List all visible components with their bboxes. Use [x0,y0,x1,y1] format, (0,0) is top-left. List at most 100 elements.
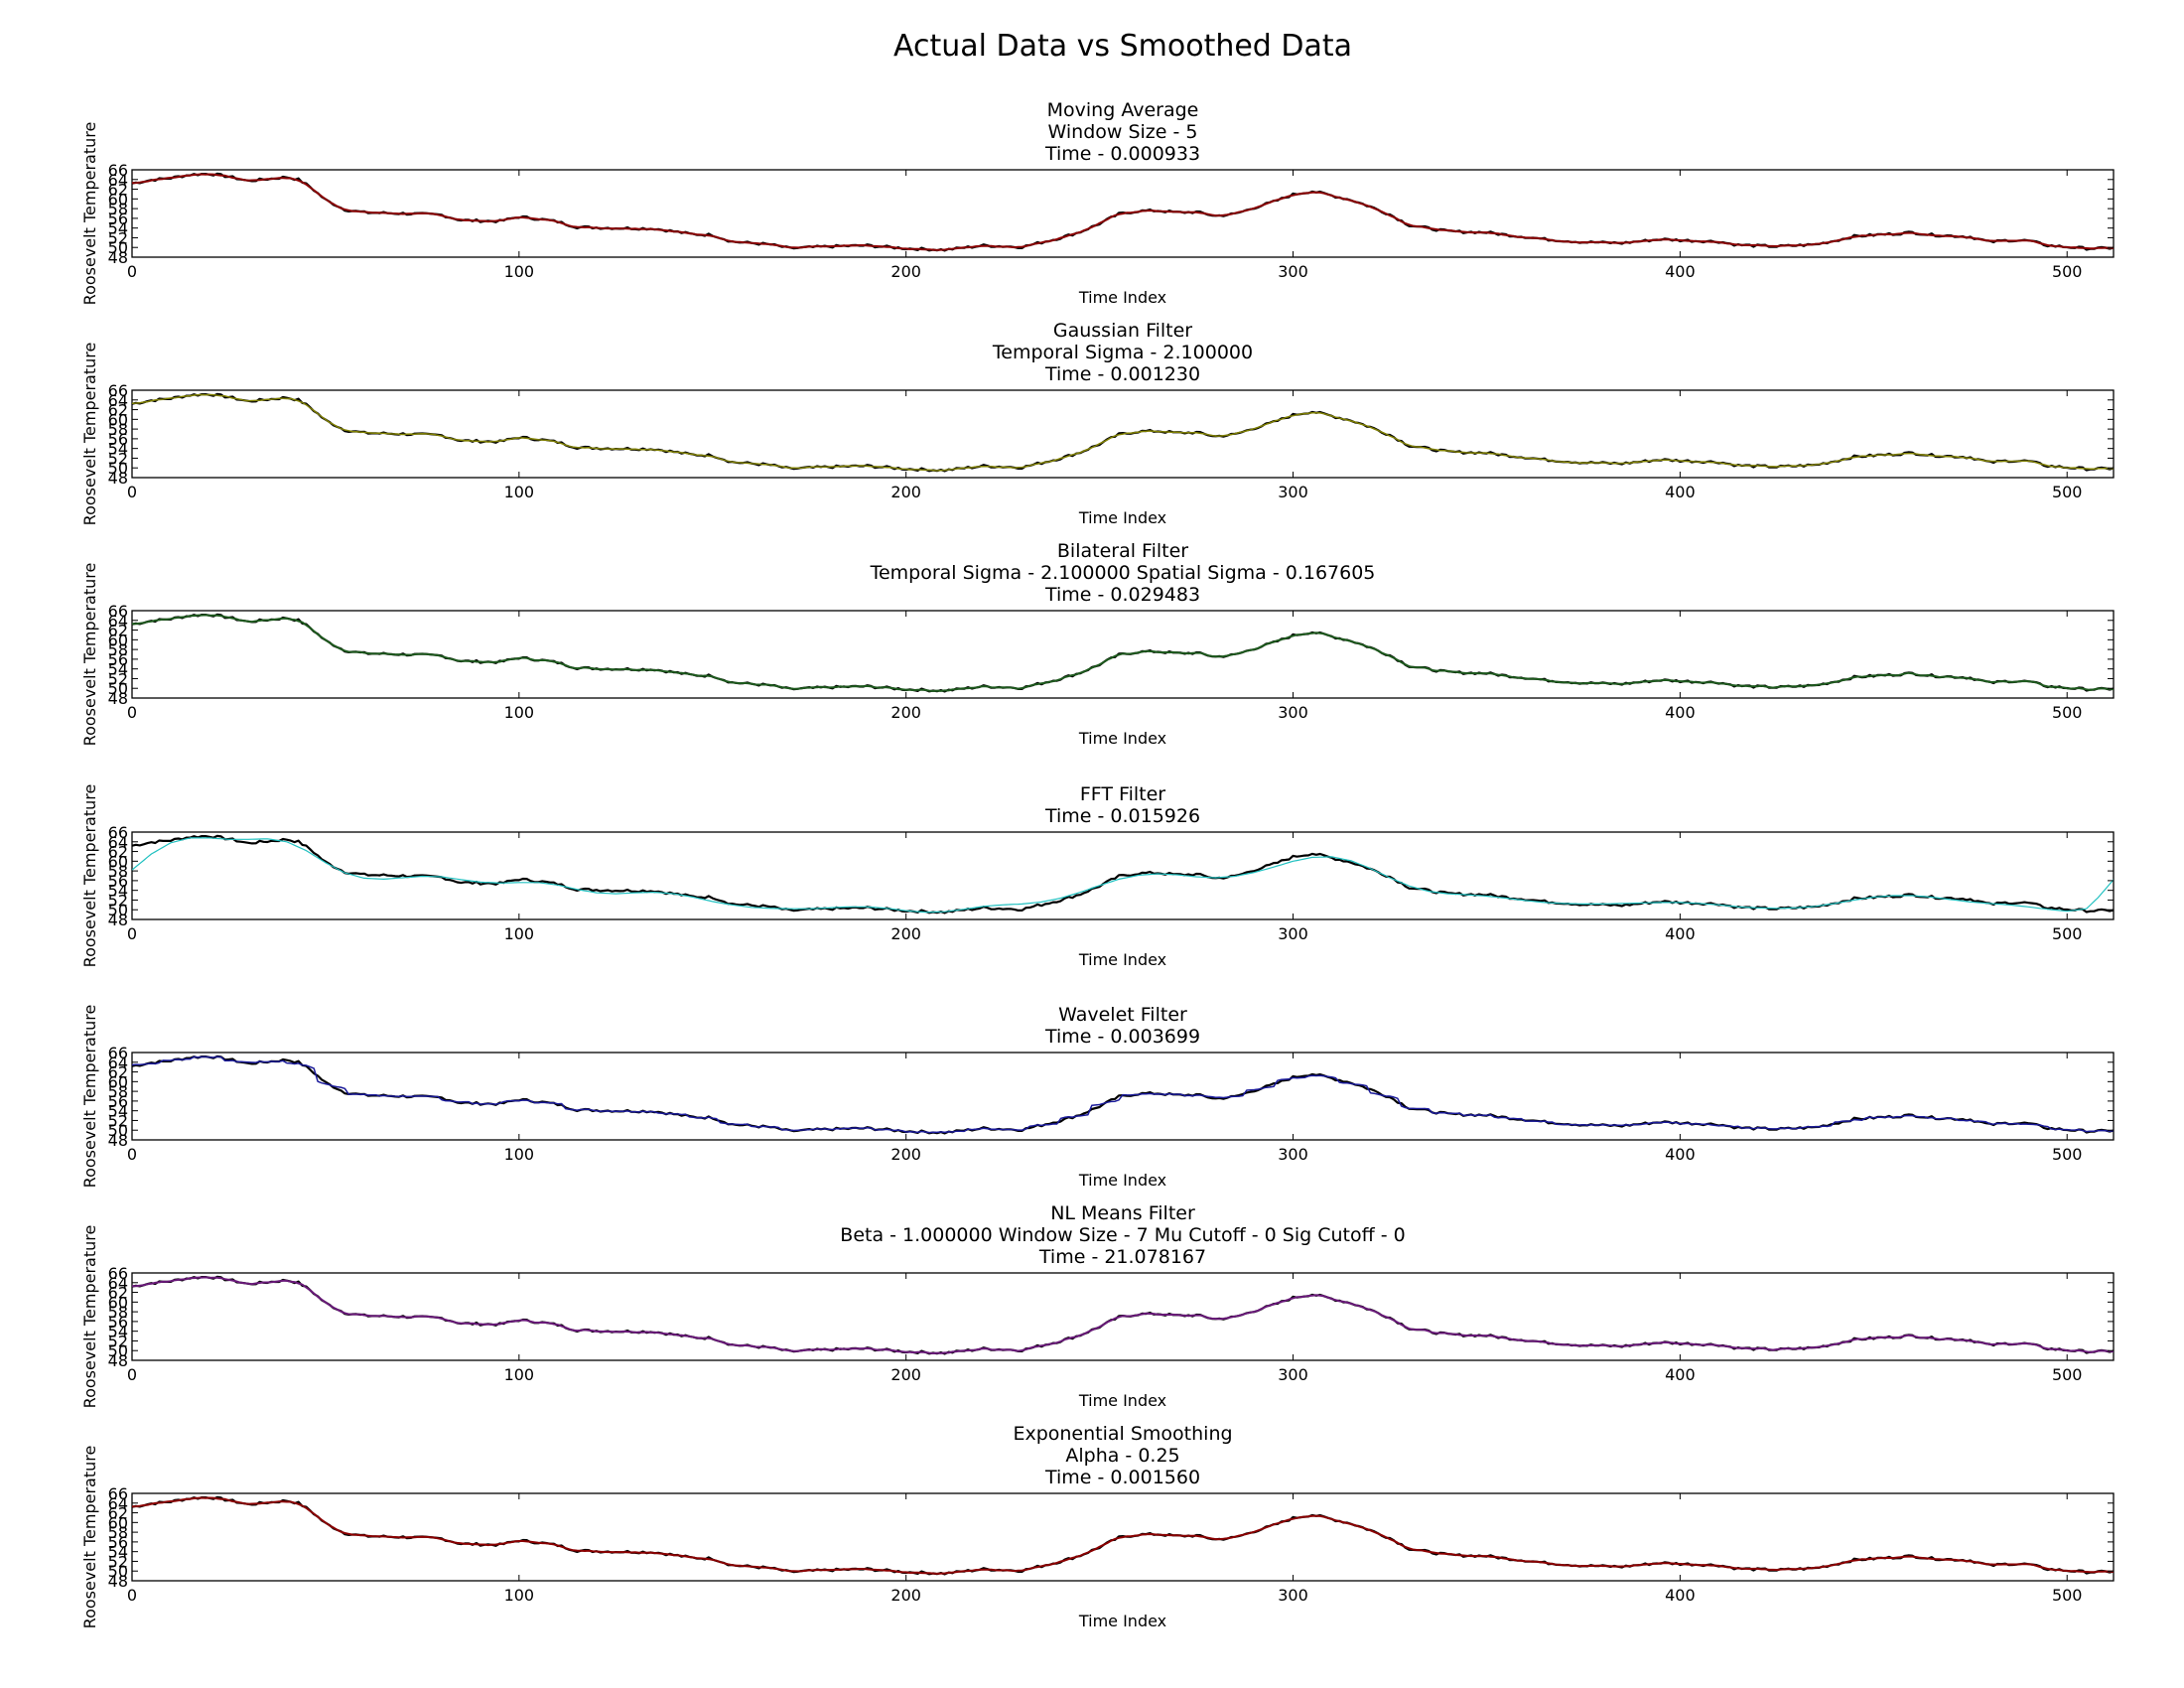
x-tick-label: 200 [890,483,921,501]
y-tick-label: 66 [108,602,128,621]
y-axis-label: Roosevelt Temperature [80,563,99,747]
x-tick-label: 500 [2052,483,2083,501]
subplot-title-line: Time - 0.015926 [1044,805,1200,827]
x-tick-label: 400 [1665,1145,1696,1164]
y-tick-label: 52 [108,1111,128,1130]
y-tick-label: 64 [108,612,128,631]
y-tick-label: 54 [108,1102,128,1121]
x-tick-label: 100 [504,483,535,501]
y-tick-label: 60 [108,1513,128,1532]
y-tick-label: 56 [108,872,128,891]
y-tick-label: 48 [108,1351,128,1370]
x-tick-label: 200 [890,924,921,943]
subplot-title-line: Temporal Sigma - 2.100000 Spatial Sigma … [870,562,1376,584]
y-tick-label: 60 [108,190,128,209]
y-tick-label: 56 [108,1533,128,1552]
x-tick-label: 100 [504,262,535,281]
x-tick-label: 300 [1278,262,1308,281]
y-tick-label: 60 [108,410,128,429]
y-tick-label: 66 [108,1264,128,1283]
x-tick-label: 300 [1278,703,1308,722]
x-tick-label: 500 [2052,1365,2083,1384]
y-tick-label: 52 [108,669,128,688]
y-tick-label: 60 [108,1293,128,1312]
y-tick-label: 66 [108,161,128,180]
y-tick-label: 50 [108,459,128,478]
smoothed-data-line [132,1055,2114,1134]
y-tick-label: 56 [108,1092,128,1111]
x-tick-label: 400 [1665,262,1696,281]
y-tick-label: 50 [108,1341,128,1360]
y-tick-label: 60 [108,1072,128,1091]
y-tick-label: 52 [108,1552,128,1571]
subplot-title-line: Time - 21.078167 [1038,1246,1206,1268]
x-tick-label: 500 [2052,703,2083,722]
y-tick-label: 66 [108,1484,128,1503]
y-tick-label: 54 [108,1323,128,1341]
y-tick-label: 64 [108,391,128,410]
x-tick-label: 400 [1665,483,1696,501]
y-tick-label: 64 [108,1494,128,1513]
x-tick-label: 400 [1665,1586,1696,1605]
y-tick-label: 60 [108,852,128,871]
y-tick-label: 62 [108,1063,128,1082]
x-axis-label: Time Index [1078,950,1166,969]
y-tick-label: 62 [108,181,128,200]
y-tick-label: 48 [108,1131,128,1150]
y-tick-label: 66 [108,1044,128,1062]
y-tick-label: 60 [108,631,128,649]
y-tick-label: 54 [108,660,128,679]
x-tick-label: 200 [890,262,921,281]
x-axis-label: Time Index [1078,1171,1166,1190]
y-tick-label: 56 [108,210,128,228]
y-axis-label: Roosevelt Temperature [80,1005,99,1189]
y-tick-label: 52 [108,449,128,468]
y-tick-label: 50 [108,238,128,257]
y-tick-label: 50 [108,1121,128,1140]
x-tick-label: 400 [1665,924,1696,943]
y-tick-label: 54 [108,882,128,901]
y-tick-label: 48 [108,911,128,929]
x-tick-label: 200 [890,703,921,722]
y-tick-label: 48 [108,248,128,267]
subplot-title-line: Temporal Sigma - 2.100000 [992,342,1253,363]
y-tick-label: 58 [108,420,128,439]
y-tick-label: 54 [108,219,128,238]
subplot-title-line: Bilateral Filter [1057,540,1188,562]
x-tick-label: 100 [504,924,535,943]
x-tick-label: 0 [127,703,137,722]
y-tick-label: 62 [108,843,128,862]
subplot-title-line: FFT Filter [1080,783,1165,805]
y-axis-label: Roosevelt Temperature [80,122,99,306]
x-tick-label: 0 [127,483,137,501]
y-tick-label: 50 [108,1562,128,1581]
x-tick-label: 100 [504,1365,535,1384]
y-tick-label: 62 [108,401,128,420]
subplot-title-line: Moving Average [1047,99,1199,121]
x-tick-label: 0 [127,924,137,943]
subplot-title-line: Time - 0.000933 [1044,143,1200,165]
y-axis-label: Roosevelt Temperature [80,1446,99,1629]
x-axis-label: Time Index [1078,1612,1166,1630]
smoothed-data-line [132,837,2114,914]
x-tick-label: 300 [1278,483,1308,501]
subplot-title-line: Alpha - 0.25 [1065,1445,1179,1467]
y-tick-label: 58 [108,1303,128,1322]
y-tick-label: 48 [108,689,128,708]
x-tick-label: 200 [890,1145,921,1164]
x-axis-label: Time Index [1078,288,1166,307]
x-tick-label: 200 [890,1365,921,1384]
y-tick-label: 58 [108,1082,128,1101]
x-tick-label: 0 [127,262,137,281]
smoothed-data-line [132,1276,2114,1354]
subplot-title-line: Time - 0.001230 [1044,363,1200,385]
x-axis-label: Time Index [1078,508,1166,527]
y-tick-label: 64 [108,1054,128,1072]
subplot-title-line: NL Means Filter [1050,1202,1195,1224]
